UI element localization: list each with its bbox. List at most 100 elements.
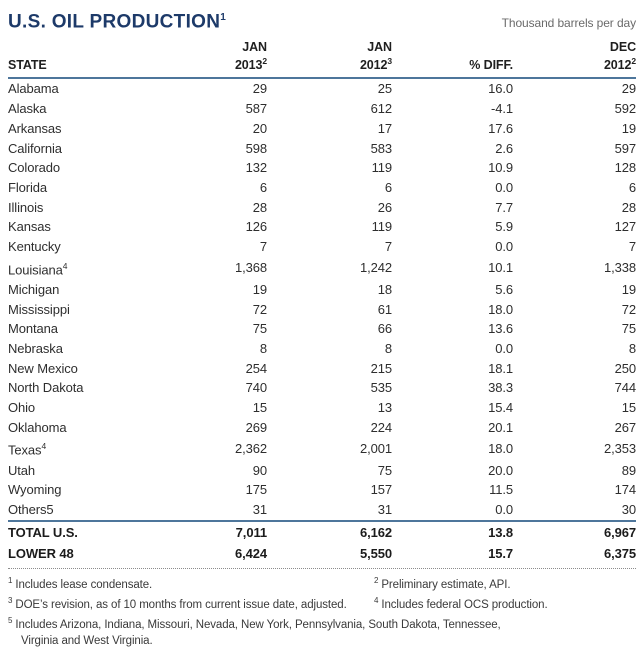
value-cell: 75 [621,321,636,337]
table-row: Wyoming 175 157 11.5 174 [8,480,636,500]
column-header-jan-2012: JAN 20123 [267,41,392,80]
value-cell: 17.6 [488,120,513,136]
value-cell: 132 [245,160,267,176]
footnote-text: Preliminary estimate, API. [381,578,511,591]
value-cell: 38.3 [488,380,513,396]
table-header: STATE JAN 20132 JAN 20123 % DIFF. DEC 20… [8,41,636,80]
value-cell: 18.0 [488,301,513,317]
page-title: U.S. OIL PRODUCTION1 [8,7,226,33]
value-cell: 75 [377,462,392,478]
total-row: LOWER 48 6,424 5,550 15.7 6,375 [8,543,636,564]
value-cell: 269 [245,419,267,435]
total-row: TOTAL U.S. 7,011 6,162 13.8 6,967 [8,519,636,543]
state-cell: Alabama [8,78,150,99]
value-cell: 6 [384,180,392,195]
value-cell: 10.1 [488,260,513,276]
value-cell: 583 [370,140,392,156]
value-cell: 8 [259,340,267,356]
value-cell: 127 [614,219,636,235]
state-label: Wyoming [8,482,62,498]
table-row: Kansas 126 119 5.9 127 [8,217,636,237]
state-cell: North Dakota [8,378,150,398]
state-footnote-marker: 4 [41,441,47,452]
value-cell: 612 [370,101,392,117]
state-cell: Ohio [8,398,150,418]
state-label: Kansas [8,219,51,235]
state-cell: LOWER 48 [8,543,150,564]
table-row: Mississippi 72 61 18.0 72 [8,300,636,320]
value-cell: 224 [370,419,392,435]
value-cell: 597 [614,140,636,156]
table-row: New Mexico 254 215 18.1 250 [8,359,636,379]
value-cell: 66 [377,321,392,337]
table-totals: TOTAL U.S. 7,011 6,162 13.8 6,967 LOWER 48 6,4… [8,519,636,564]
value-cell: 89 [621,462,636,478]
state-cell: Oklahoma [8,418,150,438]
state-cell: Montana [8,319,150,339]
value-cell: 2,353 [603,441,636,457]
value-cell: 19 [621,120,636,136]
value-cell: 254 [245,360,267,376]
column-footnote-marker: 2 [631,56,636,67]
value-cell: 128 [614,160,636,176]
value-cell: 19 [252,281,267,297]
footnote-text: Includes Arizona, Indiana, Missouri, Nev… [15,619,501,632]
value-cell: 7 [628,239,636,255]
page-title-text: U.S. OIL PRODUCTION [8,11,221,33]
state-cell: Colorado [8,158,150,178]
column-footnote-marker: 2 [262,56,267,67]
footnote-marker: 4 [374,595,379,605]
state-cell: Louisiana4 [8,257,150,280]
value-cell: 587 [245,101,267,117]
table-row: Others5 31 31 0.0 30 [8,500,636,521]
value-cell: 598 [245,140,267,156]
footnote-5: 5 Includes Arizona, Indiana, Missouri, Ne… [8,613,636,649]
unit-note: Thousand barrels per day [501,16,636,31]
state-cell: TOTAL U.S. [8,519,150,543]
value-cell: 18 [377,281,392,297]
table-row: Alaska 587 612 -4.1 592 [8,99,636,119]
table-row: California 598 583 2.6 597 [8,139,636,159]
value-cell: 6 [628,180,636,195]
value-cell: 26 [377,199,392,215]
state-cell: Kentucky [8,237,150,257]
value-cell: 5.6 [495,281,513,297]
state-label: Michigan [8,281,60,297]
table-row: Texas4 2,362 2,001 18.0 2,353 [8,437,636,460]
table-row: Oklahoma 269 224 20.1 267 [8,418,636,438]
state-label: Utah [8,462,36,478]
state-footnote-marker: 4 [62,260,68,271]
value-cell: 7 [384,239,392,255]
state-label: Arkansas [8,120,62,136]
value-cell: 19 [621,281,636,297]
table-row: Nebraska 8 8 0.0 8 [8,339,636,359]
value-cell: 13 [377,400,392,416]
value-cell: 7.7 [495,199,513,215]
value-cell: 29 [252,81,267,97]
value-cell: 119 [371,219,393,235]
state-label: Montana [8,321,58,337]
table-row: Louisiana4 1,368 1,242 10.1 1,338 [8,257,636,280]
column-header-state: STATE [8,41,150,80]
value-cell: 7,011 [150,519,267,543]
value-cell: 6,375 [603,545,636,561]
value-cell: 72 [252,301,267,317]
value-cell: 6,424 [234,545,267,561]
state-label: Illinois [8,199,44,215]
value-cell: 535 [370,380,392,396]
value-cell: 2,362 [234,441,267,457]
value-cell: 175 [245,482,267,498]
state-label: Colorado [8,160,60,176]
value-cell: 6,967 [513,519,636,543]
table-body: Alabama 29 25 16.0 29 Alaska 587 612 -4.1 592 Arka… [8,78,636,520]
value-cell: 18.1 [488,360,513,376]
value-cell: 215 [370,360,392,376]
value-cell: 5,550 [359,545,392,561]
footnote-1: 1 Includes lease condensate. [8,573,374,593]
footnote-2: 2 Preliminary estimate, API. [374,573,636,593]
footnote-text-continued: Virginia and West Virginia. [21,634,153,647]
table-row: Alabama 29 25 16.0 29 [8,78,636,99]
value-cell: 18.0 [488,441,513,457]
dotted-divider [8,567,636,569]
value-cell: 17 [377,120,392,136]
